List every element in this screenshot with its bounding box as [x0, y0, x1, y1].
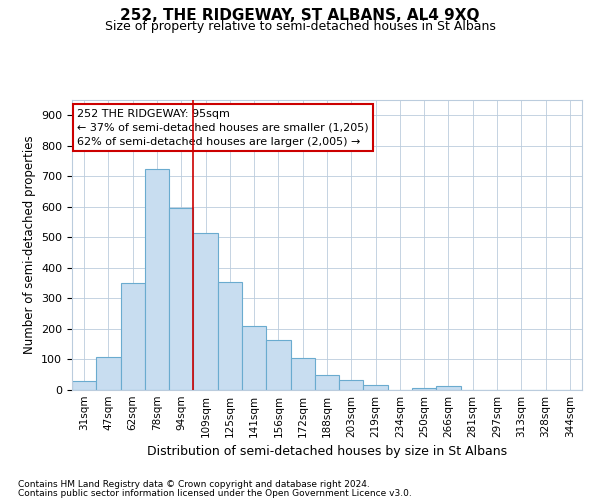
- Text: 252, THE RIDGEWAY, ST ALBANS, AL4 9XQ: 252, THE RIDGEWAY, ST ALBANS, AL4 9XQ: [120, 8, 480, 22]
- Bar: [193, 234, 218, 390]
- Bar: [266, 340, 290, 390]
- Bar: [169, 208, 193, 390]
- Text: Contains HM Land Registry data © Crown copyright and database right 2024.: Contains HM Land Registry data © Crown c…: [18, 480, 370, 489]
- Bar: [242, 326, 266, 390]
- Bar: [339, 380, 364, 390]
- Bar: [72, 381, 96, 390]
- Text: Size of property relative to semi-detached houses in St Albans: Size of property relative to semi-detach…: [104, 20, 496, 33]
- Bar: [412, 388, 436, 390]
- Bar: [364, 386, 388, 390]
- Bar: [121, 283, 145, 390]
- Bar: [96, 357, 121, 390]
- Bar: [436, 386, 461, 390]
- Text: 252 THE RIDGEWAY: 95sqm
← 37% of semi-detached houses are smaller (1,205)
62% of: 252 THE RIDGEWAY: 95sqm ← 37% of semi-de…: [77, 108, 369, 146]
- Bar: [145, 168, 169, 390]
- X-axis label: Distribution of semi-detached houses by size in St Albans: Distribution of semi-detached houses by …: [147, 446, 507, 458]
- Bar: [290, 358, 315, 390]
- Y-axis label: Number of semi-detached properties: Number of semi-detached properties: [23, 136, 35, 354]
- Text: Contains public sector information licensed under the Open Government Licence v3: Contains public sector information licen…: [18, 489, 412, 498]
- Bar: [218, 282, 242, 390]
- Bar: [315, 374, 339, 390]
